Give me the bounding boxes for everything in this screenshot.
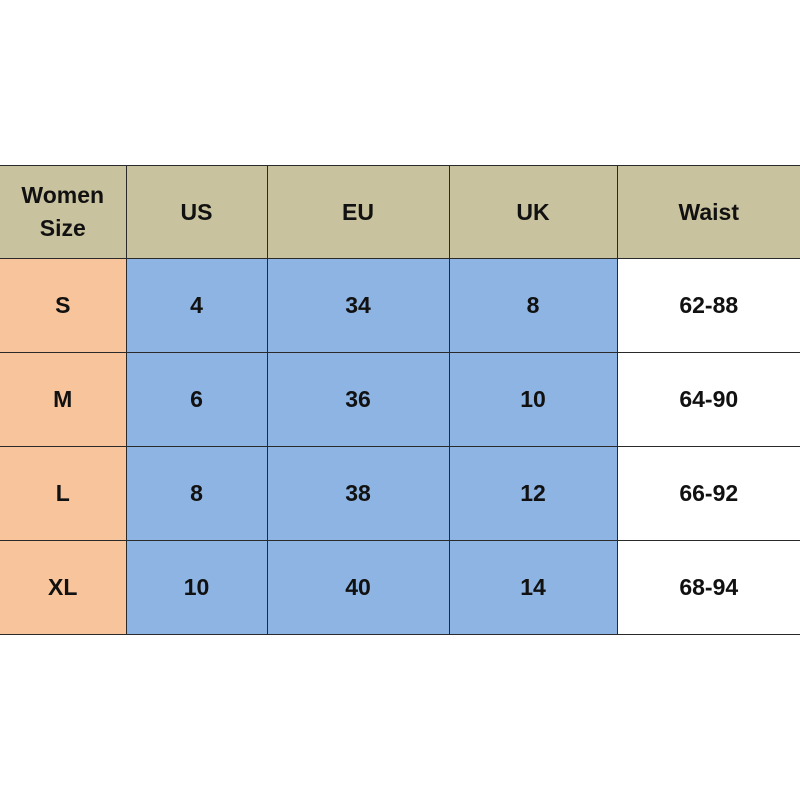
uk-cell: 8 [448,258,618,353]
table-row: XL 10 40 14 68-94 [0,540,800,635]
eu-cell: 38 [266,446,450,541]
header-waist: Waist [616,165,800,259]
header-uk: UK [448,165,618,259]
size-cell: S [0,258,127,353]
waist-cell: 66-92 [616,446,800,541]
header-size-line: Size [39,215,86,241]
table-row: M 6 36 10 64-90 [0,352,800,447]
header-women-line: Women [21,182,105,208]
us-cell: 4 [125,258,268,353]
size-cell: M [0,352,127,447]
waist-cell: 64-90 [616,352,800,447]
header-us: US [125,165,268,259]
us-cell: 10 [125,540,268,635]
size-cell: XL [0,540,127,635]
uk-cell: 14 [448,540,618,635]
size-cell: L [0,446,127,541]
uk-cell: 10 [448,352,618,447]
table-row: L 8 38 12 66-92 [0,446,800,541]
eu-cell: 40 [266,540,450,635]
eu-cell: 34 [266,258,450,353]
waist-cell: 62-88 [616,258,800,353]
table-row: S 4 34 8 62-88 [0,258,800,353]
header-row: Women Size US EU UK Waist [0,165,800,259]
us-cell: 8 [125,446,268,541]
eu-cell: 36 [266,352,450,447]
size-chart-table: Women Size US EU UK Waist S 4 34 8 62-88 … [0,165,800,635]
uk-cell: 12 [448,446,618,541]
us-cell: 6 [125,352,268,447]
waist-cell: 68-94 [616,540,800,635]
header-women-size: Women Size [0,165,127,259]
header-eu: EU [266,165,450,259]
